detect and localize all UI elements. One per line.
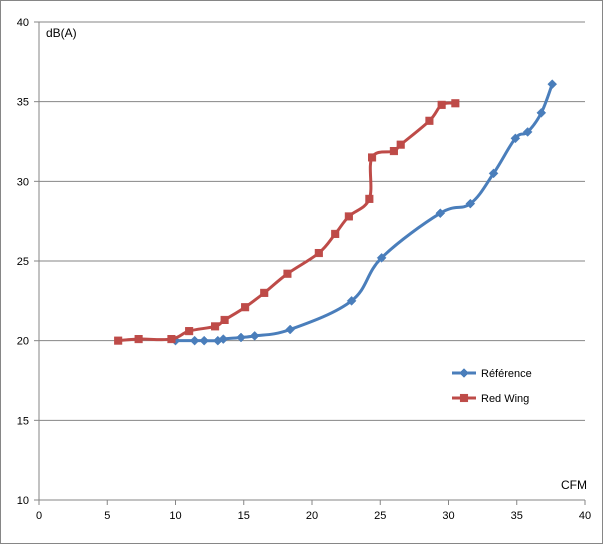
data-point-0-15: [536, 107, 547, 118]
y-tick-label-10: 10: [17, 495, 29, 507]
y-tick-label-40: 40: [17, 17, 29, 29]
data-point-0-12: [488, 168, 499, 179]
tick-labels: 0 5 10 15 20 25 30 35 40 10 15 20 25 30 35 40: [17, 17, 591, 522]
data-point-1-17: [437, 100, 446, 109]
gridlines: [39, 21, 585, 421]
x-tick-label-0: 0: [36, 510, 42, 522]
series-line-1: [116, 101, 457, 343]
data-point-0-16: [547, 79, 558, 89]
data-point-1-4: [211, 322, 220, 331]
x-tick-label-40: 40: [579, 510, 591, 522]
data-point-1-7: [260, 288, 269, 297]
data-point-1-15: [396, 140, 405, 149]
data-point-0-4: [218, 334, 229, 344]
data-point-0-11: [465, 198, 476, 209]
data-point-1-14: [389, 147, 398, 156]
series: [114, 79, 558, 346]
data-point-0-9: [376, 252, 387, 263]
x-tick-label-35: 35: [511, 510, 523, 522]
legend-marker-0: [459, 368, 469, 378]
data-point-1-2: [167, 335, 176, 344]
data-point-1-3: [185, 327, 194, 336]
data-point-1-5: [220, 315, 229, 325]
data-point-0-5: [236, 332, 246, 343]
y-axis-title: dB(A): [46, 26, 77, 40]
data-point-1-1: [134, 335, 143, 344]
series-1: [114, 99, 460, 345]
x-tick-label-20: 20: [306, 510, 318, 522]
x-tick-label-25: 25: [374, 510, 386, 522]
data-point-0-1: [189, 335, 200, 346]
y-tick-label-35: 35: [17, 97, 29, 109]
legend: Référence Red Wing: [452, 368, 532, 405]
legend-label-0: Référence: [481, 368, 532, 380]
data-point-1-13: [368, 153, 377, 162]
series-0: [170, 79, 558, 346]
data-point-0-2: [199, 335, 210, 346]
data-point-0-7: [285, 324, 296, 335]
x-tick-label-30: 30: [442, 510, 454, 522]
data-point-1-9: [314, 248, 323, 258]
data-point-1-11: [344, 212, 353, 221]
x-tick-label-10: 10: [169, 510, 181, 522]
x-axis-title: CFM: [561, 478, 587, 492]
x-tick-label-15: 15: [238, 510, 250, 522]
data-point-1-8: [283, 269, 292, 278]
legend-entry-1: Red Wing: [452, 393, 529, 405]
axes: [34, 21, 586, 505]
data-point-1-0: [114, 336, 123, 345]
y-tick-label-15: 15: [17, 415, 29, 427]
legend-entry-0: Référence: [452, 368, 532, 380]
legend-marker-1: [459, 393, 469, 403]
data-point-1-10: [331, 229, 340, 238]
data-point-1-18: [451, 99, 460, 108]
data-point-0-13: [510, 133, 521, 144]
y-tick-label-30: 30: [17, 176, 29, 188]
data-point-1-6: [241, 303, 250, 312]
data-point-1-16: [425, 116, 434, 125]
data-point-0-6: [249, 331, 260, 341]
data-point-1-12: [365, 194, 374, 203]
data-point-0-10: [435, 208, 446, 219]
series-line-0: [174, 82, 554, 343]
y-tick-label-25: 25: [17, 256, 29, 268]
x-tick-label-5: 5: [104, 510, 110, 522]
y-tick-label-20: 20: [17, 336, 29, 348]
legend-label-1: Red Wing: [481, 393, 529, 405]
data-point-0-8: [346, 295, 357, 306]
data-point-0-14: [522, 127, 533, 137]
